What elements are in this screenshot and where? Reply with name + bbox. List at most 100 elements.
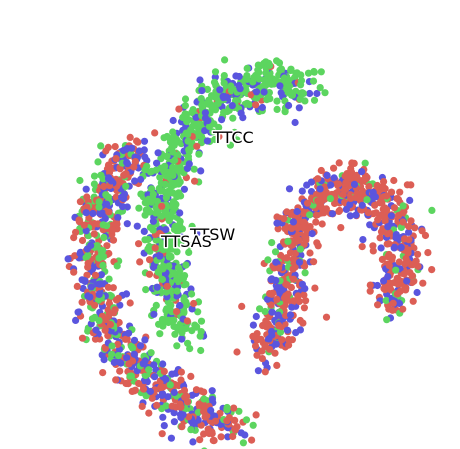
scatter-point xyxy=(274,311,282,319)
scatter-point xyxy=(379,183,387,191)
scatter-point xyxy=(105,275,113,283)
scatter-point xyxy=(108,342,116,350)
scatter-point xyxy=(135,204,143,212)
scatter-point xyxy=(130,336,139,344)
scatter-point xyxy=(385,262,393,270)
scatter-point xyxy=(169,116,177,125)
scatter-point xyxy=(97,280,105,288)
scatter-point xyxy=(168,402,176,410)
scatter-point xyxy=(358,168,366,176)
scatter-point xyxy=(273,105,281,113)
scatter-point xyxy=(300,304,308,312)
scatter-point xyxy=(424,249,432,257)
scatter-point xyxy=(245,100,253,109)
scatter-point xyxy=(316,84,324,92)
scatter-point xyxy=(197,95,205,103)
scatter-point xyxy=(197,346,205,355)
scatter-point xyxy=(139,385,148,393)
scatter-point xyxy=(91,313,99,321)
scatter-point xyxy=(188,305,196,313)
scatter-point xyxy=(165,262,173,270)
scatter-point xyxy=(175,189,183,197)
scatter-point xyxy=(283,326,291,334)
scatter-point xyxy=(187,426,195,434)
scatter-point xyxy=(89,209,97,218)
scatter-point xyxy=(176,301,184,310)
scatter-point xyxy=(150,310,158,318)
scatter-point xyxy=(208,395,216,403)
scatter-point xyxy=(359,236,367,244)
scatter-point xyxy=(102,191,110,199)
scatter-point xyxy=(258,355,266,363)
scatter-point xyxy=(251,342,260,350)
scatter-point xyxy=(208,387,216,395)
scatter-point xyxy=(95,203,103,211)
scatter-point xyxy=(141,153,149,161)
scatter-point xyxy=(189,106,197,114)
scatter-point xyxy=(361,175,369,184)
scatter-point xyxy=(300,291,308,299)
scatter-point xyxy=(373,281,381,290)
scatter-point xyxy=(298,187,306,195)
scatter-point xyxy=(220,79,228,87)
scatter-point xyxy=(192,113,200,121)
scatter-point xyxy=(287,66,295,75)
scatter-point xyxy=(142,286,150,294)
scatter-point xyxy=(258,103,266,112)
scatter-point xyxy=(188,391,196,399)
scatter-point xyxy=(174,263,183,272)
scatter-point xyxy=(342,205,350,213)
scatter-point xyxy=(163,152,171,160)
scatter-point xyxy=(109,236,118,244)
scatter-point xyxy=(136,258,144,266)
scatter-point xyxy=(158,391,166,399)
scatter-point xyxy=(182,261,190,269)
scatter-point xyxy=(256,305,264,313)
scatter-point xyxy=(74,308,82,316)
scatter-point xyxy=(196,76,204,84)
scatter-point xyxy=(280,294,289,302)
scatter-point xyxy=(193,229,201,237)
scatter-point xyxy=(148,167,156,175)
scatter-point xyxy=(130,350,138,358)
scatter-point xyxy=(413,288,421,297)
scatter-point xyxy=(229,114,237,122)
scatter-point xyxy=(205,122,214,131)
scatter-point xyxy=(304,199,312,207)
scatter-point xyxy=(141,336,149,344)
scatter-point xyxy=(173,342,181,350)
scatter-point xyxy=(129,344,137,352)
scatter-point xyxy=(198,87,206,95)
scatter-point xyxy=(138,402,146,410)
scatter-point xyxy=(112,296,121,304)
scatter-point xyxy=(146,256,154,264)
scatter-point xyxy=(84,327,92,335)
scatter-point xyxy=(296,326,304,334)
scatter-point xyxy=(406,196,414,204)
scatter-point xyxy=(247,91,255,99)
scatter-point xyxy=(304,69,313,77)
scatter-point xyxy=(273,361,281,369)
scatter-point xyxy=(268,239,276,247)
scatter-point xyxy=(380,285,388,293)
scatter-point xyxy=(271,349,279,357)
scatter-point xyxy=(162,226,170,234)
scatter-point xyxy=(184,153,192,161)
scatter-point xyxy=(93,242,101,250)
scatter-point xyxy=(421,231,430,240)
scatter-point xyxy=(299,89,308,98)
scatter-point xyxy=(152,301,160,309)
scatter-point xyxy=(171,156,179,164)
scatter-point xyxy=(383,316,391,324)
scatter-point xyxy=(350,180,359,188)
scatter-point xyxy=(196,120,204,128)
scatter-point xyxy=(75,216,83,224)
scatter-point xyxy=(118,193,126,201)
scatter-point xyxy=(160,367,168,375)
scatter-point xyxy=(297,76,306,85)
scatter-point xyxy=(221,56,229,64)
scatter-point xyxy=(397,243,405,251)
scatter-point xyxy=(289,265,297,273)
scatter-point xyxy=(177,376,185,384)
scatter-point xyxy=(203,85,212,93)
